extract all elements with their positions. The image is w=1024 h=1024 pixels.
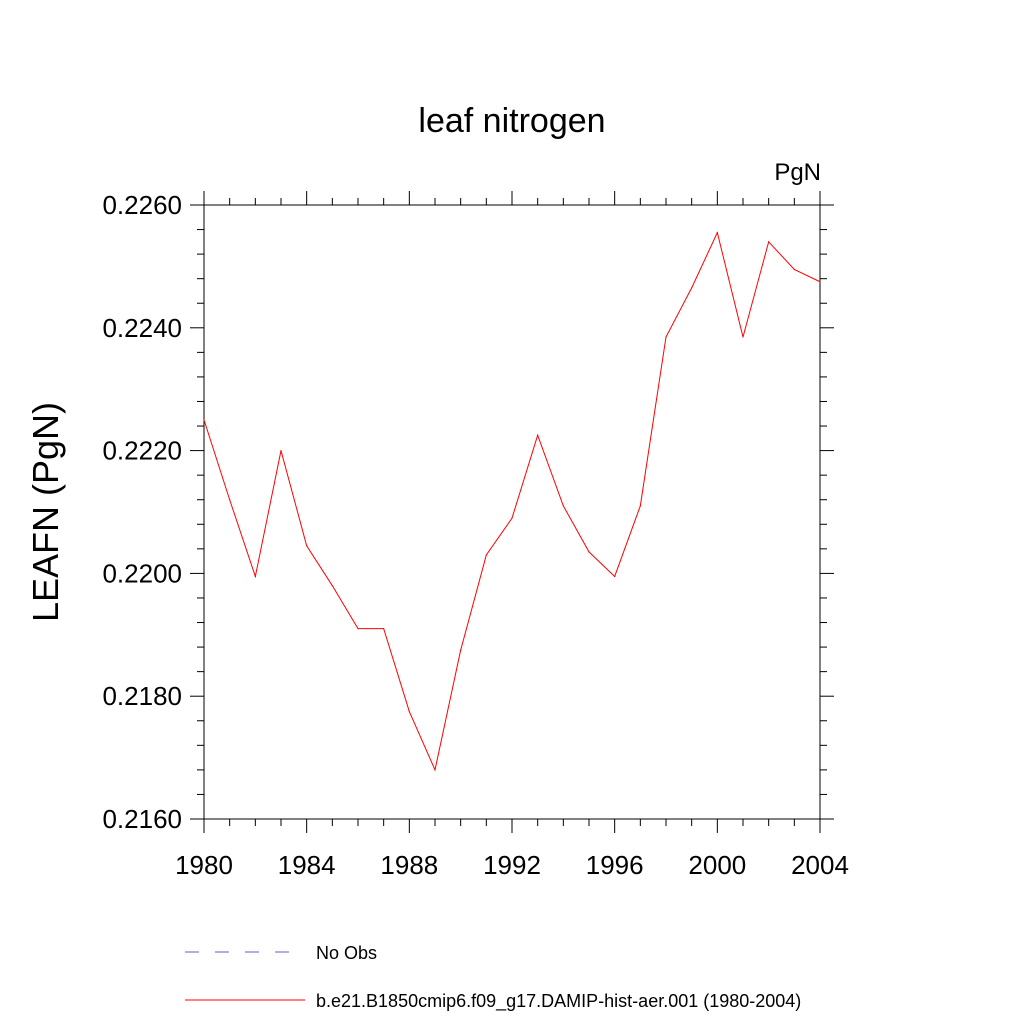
x-tick-label: 1996 [586, 850, 644, 880]
data-point [280, 450, 282, 452]
series-layer [203, 231, 821, 772]
data-point [229, 499, 231, 501]
data-point [537, 434, 539, 436]
data-point [357, 628, 359, 630]
data-point [665, 336, 667, 338]
legend-label-no-obs: No Obs [316, 943, 377, 963]
y-tick-label: 0.2260 [102, 190, 182, 220]
y-tick-label: 0.2160 [102, 804, 182, 834]
units-label: PgN [774, 159, 821, 186]
data-point [742, 336, 744, 338]
data-point [614, 575, 616, 578]
legend: No Obs b.e21.B1850cmip6.f09_g17.DAMIP-hi… [185, 943, 801, 1012]
data-point [408, 710, 410, 713]
y-tick-label: 0.2200 [102, 558, 182, 588]
data-point [716, 232, 718, 234]
data-point [793, 268, 795, 271]
data-point [306, 545, 308, 547]
axis-ticks [190, 191, 834, 833]
data-point [203, 419, 205, 421]
y-tick-label: 0.2180 [102, 681, 182, 711]
y-tick-label: 0.2240 [102, 313, 182, 343]
x-tick-label: 1988 [380, 850, 438, 880]
axis-tick-labels: 1980 1984 1988 1992 1996 2000 2004 0.2160 0.2180… [102, 190, 848, 880]
data-point [485, 554, 487, 556]
data-point [383, 628, 385, 630]
data-point [588, 551, 590, 553]
data-point [639, 505, 641, 507]
series-line-0 [203, 231, 821, 772]
x-tick-label: 1984 [278, 850, 336, 880]
legend-label-model: b.e21.B1850cmip6.f09_g17.DAMIP-hist-aer.… [316, 991, 801, 1012]
chart-title: leaf nitrogen [418, 102, 605, 140]
x-tick-label: 2000 [688, 850, 746, 880]
data-point [434, 769, 436, 771]
data-point [691, 287, 693, 289]
data-point [460, 649, 462, 651]
data-point [768, 241, 770, 243]
data-point [254, 575, 256, 578]
data-point [562, 505, 564, 507]
data-point [331, 585, 333, 587]
y-axis-label: LEAFN (PgN) [25, 402, 66, 622]
data-point [511, 517, 513, 519]
x-tick-label: 1992 [483, 850, 541, 880]
plot-frame [203, 204, 821, 820]
x-tick-label: 1980 [175, 850, 233, 880]
x-tick-label: 2004 [791, 850, 849, 880]
y-tick-label: 0.2220 [102, 436, 182, 466]
data-point [819, 281, 821, 283]
